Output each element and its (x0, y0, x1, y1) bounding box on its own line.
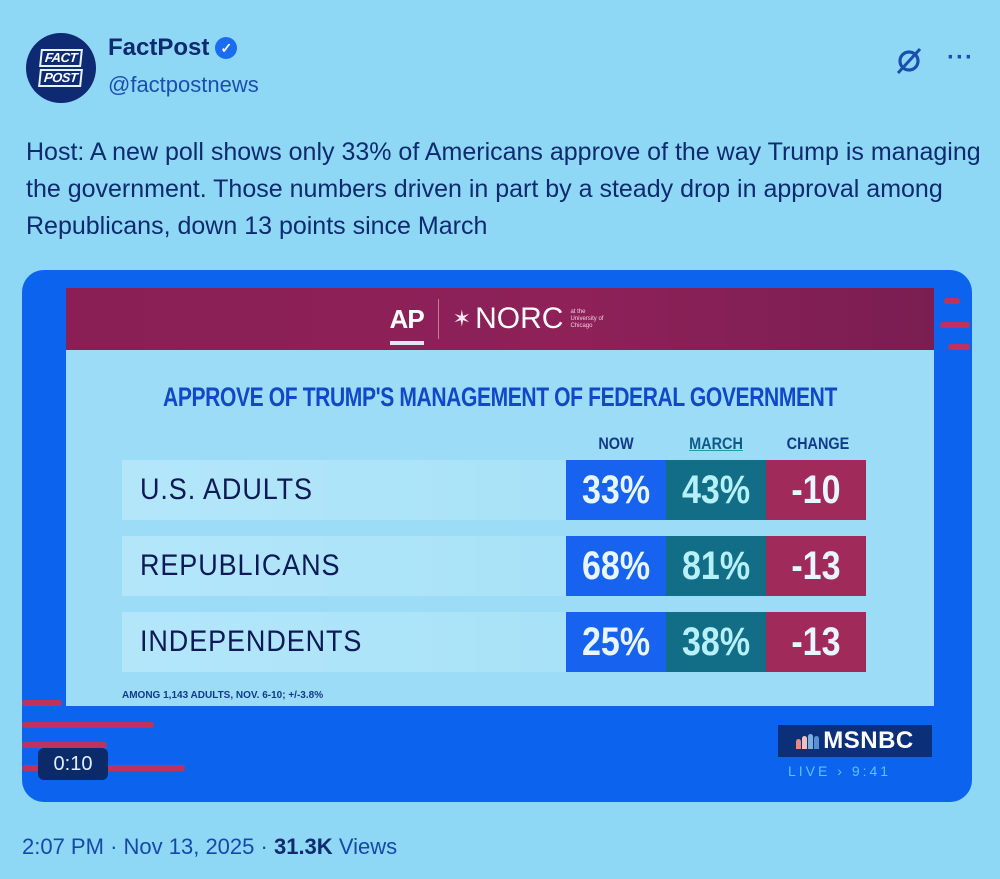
verified-badge-icon: ✓ (215, 37, 238, 59)
cell-now: 33% (566, 460, 666, 520)
graphic-source-note: AMONG 1,143 ADULTS, NOV. 6-10; +/-3.8% (122, 690, 324, 701)
cell-change: -10 (766, 460, 866, 520)
decor-stripe (22, 700, 62, 706)
more-icon[interactable]: ··· (947, 44, 974, 71)
cell-now: 68% (566, 536, 666, 596)
decor-stripe (944, 298, 960, 304)
graphic-title: APPROVE OF TRUMP'S MANAGEMENT OF FEDERAL… (163, 382, 837, 412)
meta-separator: · (260, 834, 268, 859)
avatar[interactable]: FACT POST (26, 33, 96, 103)
norc-star-icon: ✶ (452, 306, 472, 331)
decor-stripe (940, 322, 970, 328)
post-header: FACT POST FactPost ✓ @factpostnews ··· (26, 30, 976, 105)
avatar-text-top: FACT (39, 49, 83, 67)
decor-stripe (948, 344, 970, 350)
live-time: 9:41 (851, 763, 892, 779)
cell-march: 38% (666, 612, 766, 672)
live-indicator: LIVE › 9:41 (788, 763, 891, 779)
name-row: FactPost ✓ (108, 34, 238, 62)
avatar-text-bottom: POST (38, 69, 84, 87)
display-name[interactable]: FactPost (108, 34, 210, 61)
ap-logo: AP (389, 303, 425, 345)
network-name: MSNBC (823, 727, 914, 754)
views-label: Views (338, 834, 398, 859)
live-arrow-icon: › (837, 763, 845, 779)
norc-logo: ✶ NORC at the University of Chicago (453, 302, 611, 336)
video-elapsed-time: 0:10 (38, 748, 108, 780)
post-text: Host: A new poll shows only 33% of Ameri… (26, 138, 981, 240)
decor-stripe (22, 742, 107, 748)
network-logo: MSNBC (778, 725, 932, 757)
cell-march: 81% (666, 536, 766, 596)
banner-divider (437, 299, 439, 339)
cell-march: 43% (666, 460, 766, 520)
norc-text: NORC (475, 302, 564, 335)
cell-now: 25% (566, 612, 666, 672)
post-time[interactable]: 2:07 PM (22, 834, 104, 859)
col-header-change: CHANGE (786, 434, 850, 453)
row-label: REPUBLICANS (122, 536, 572, 596)
post-date[interactable]: Nov 13, 2025 (123, 834, 255, 859)
table-row: INDEPENDENTS 25% 38% -13 (122, 612, 866, 672)
post-meta: 2:07 PM · Nov 13, 2025 · 31.3K Views (22, 834, 397, 860)
decor-stripe (22, 722, 154, 728)
cell-change: -13 (766, 612, 866, 672)
table-row: U.S. ADULTS 33% 43% -10 (122, 460, 866, 520)
row-label: INDEPENDENTS (122, 612, 572, 672)
cell-change: -13 (766, 536, 866, 596)
live-label: LIVE (788, 763, 831, 779)
video-player[interactable]: AP ✶ NORC at the University of Chicago A… (22, 270, 972, 802)
norc-subtitle: at the University of Chicago (570, 308, 604, 329)
col-header-march: MARCH (689, 434, 743, 453)
meta-separator: · (110, 834, 118, 859)
handle[interactable]: @factpostnews (108, 72, 259, 97)
graphic-banner: AP ✶ NORC at the University of Chicago (66, 288, 934, 350)
peacock-icon (796, 733, 820, 749)
table-row: REPUBLICANS 68% 81% -13 (122, 536, 866, 596)
grok-icon[interactable] (894, 46, 924, 76)
row-label: U.S. ADULTS (122, 460, 572, 520)
col-header-now: NOW (598, 434, 634, 453)
views-count: 31.3K (273, 834, 333, 859)
column-headers: NOW MARCH CHANGE (66, 434, 934, 454)
poll-graphic: AP ✶ NORC at the University of Chicago A… (66, 288, 934, 706)
